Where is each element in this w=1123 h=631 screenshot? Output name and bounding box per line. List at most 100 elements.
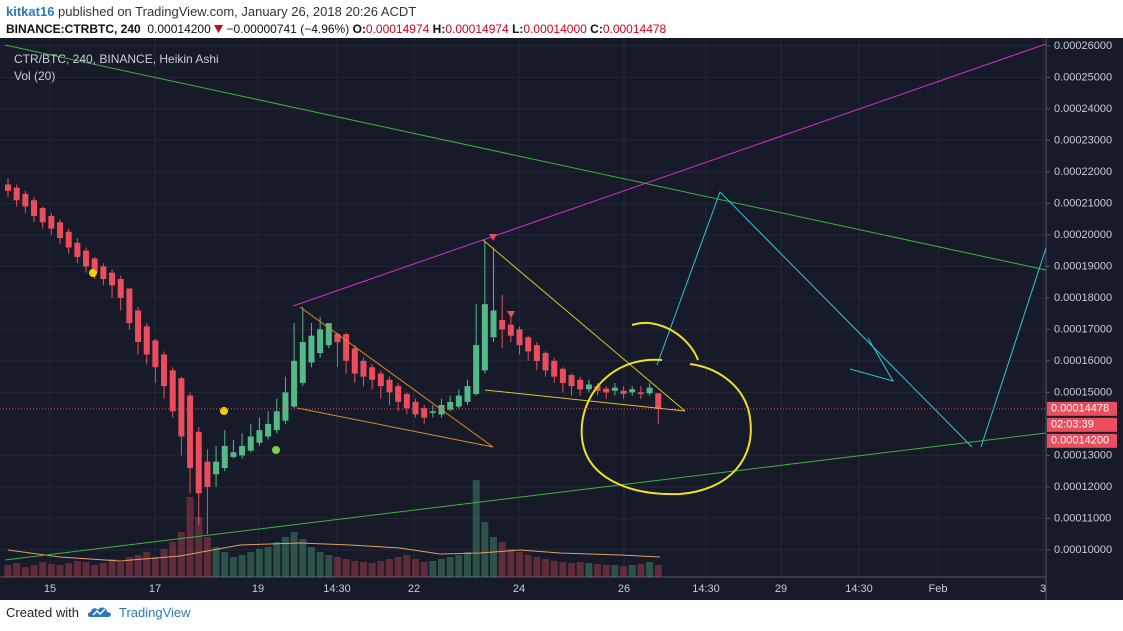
y-tick-label: 0.00019000 bbox=[1054, 260, 1112, 272]
volume-bar bbox=[420, 562, 428, 577]
candle-body bbox=[152, 340, 159, 368]
candle-body bbox=[481, 304, 488, 371]
down-arrow bbox=[214, 25, 224, 33]
x-tick-label: 3 bbox=[1040, 583, 1046, 595]
volume-bar bbox=[533, 557, 541, 577]
candle-body bbox=[221, 445, 228, 469]
projection bbox=[849, 337, 895, 382]
volume-bar bbox=[13, 563, 21, 577]
y-tick-label: 0.00016000 bbox=[1054, 355, 1112, 367]
volume-bar bbox=[637, 564, 645, 577]
candle-body bbox=[611, 387, 618, 391]
candle-body bbox=[213, 461, 220, 475]
volume-bar bbox=[325, 555, 333, 577]
y-tick-label: 0.00012000 bbox=[1054, 481, 1112, 493]
volume-bar bbox=[498, 542, 506, 577]
candle-body bbox=[57, 222, 64, 239]
volume-bar bbox=[594, 564, 602, 577]
volume-bar bbox=[56, 565, 64, 577]
candle-body bbox=[429, 411, 436, 413]
volume-bar bbox=[377, 561, 385, 577]
candle-body bbox=[620, 390, 627, 394]
x-tick-label: 26 bbox=[618, 583, 630, 595]
symbol: BINANCE:CTRBTC, 240 bbox=[6, 22, 141, 36]
x-tick-label: 24 bbox=[513, 583, 525, 595]
volume-bar bbox=[177, 532, 185, 577]
x-tick-label: 15 bbox=[44, 583, 56, 595]
volume-bar bbox=[611, 565, 619, 577]
candle-body bbox=[169, 370, 176, 412]
volume-bar bbox=[203, 537, 211, 577]
candle-body bbox=[646, 387, 653, 394]
triangle-line bbox=[296, 407, 494, 448]
volume-bar bbox=[550, 561, 558, 577]
projection bbox=[980, 247, 1047, 448]
x-tick-label: 29 bbox=[775, 583, 787, 595]
y-tick-label: 0.00025000 bbox=[1054, 71, 1112, 83]
signal-dot bbox=[272, 446, 280, 454]
candle-body bbox=[351, 348, 358, 374]
grid bbox=[0, 38, 1046, 577]
candle-body bbox=[499, 319, 506, 330]
volume-bar bbox=[82, 562, 90, 577]
candle-body bbox=[273, 411, 280, 431]
footer: Created with TradingView bbox=[6, 604, 191, 620]
volume-bar bbox=[4, 565, 12, 577]
volume-bar bbox=[39, 562, 47, 577]
time-axis-bg bbox=[0, 577, 1046, 600]
signal-dot bbox=[89, 269, 97, 277]
volume-bar bbox=[264, 547, 272, 577]
axes: 0.00010000 0.00011000 0.00012000 0.00013000… bbox=[0, 40, 1117, 595]
trend-line bbox=[4, 432, 1047, 561]
candle-body bbox=[100, 266, 107, 279]
volume-bar bbox=[576, 562, 584, 577]
candle-body bbox=[516, 329, 523, 346]
candle-body bbox=[637, 392, 644, 394]
candle-body bbox=[542, 353, 549, 371]
publish-line: kitkat16 published on TradingView.com, J… bbox=[6, 4, 416, 19]
price-label-box bbox=[1047, 417, 1117, 432]
h: 0.00014974 bbox=[445, 22, 509, 36]
volume-bar bbox=[394, 557, 402, 577]
triangle-line bbox=[484, 389, 686, 412]
o-label: O: bbox=[352, 22, 366, 36]
candle-body bbox=[91, 258, 98, 273]
candle-body bbox=[325, 323, 332, 346]
candle-body bbox=[525, 337, 532, 352]
candle-body bbox=[22, 193, 29, 207]
drawings bbox=[4, 43, 1047, 561]
volume-bar bbox=[273, 542, 281, 577]
candle-body bbox=[655, 393, 662, 409]
candle-body bbox=[282, 392, 289, 421]
volume-bar bbox=[429, 561, 437, 577]
c-label: C: bbox=[590, 22, 603, 36]
brand[interactable]: TradingView bbox=[118, 604, 191, 620]
change: −0.00000741 (−4.96%) bbox=[226, 22, 350, 36]
candle-body bbox=[299, 341, 306, 383]
candle-body bbox=[490, 310, 497, 338]
candle-body bbox=[577, 379, 584, 390]
volume-bar bbox=[195, 517, 203, 577]
candle-body bbox=[386, 379, 393, 393]
circle-mark bbox=[631, 322, 699, 361]
candle-body bbox=[603, 388, 610, 393]
volume-bar bbox=[47, 564, 55, 577]
candle-body bbox=[464, 386, 471, 402]
author[interactable]: kitkat16 bbox=[6, 4, 55, 19]
x-tick-label: Feb bbox=[929, 583, 948, 595]
volume-bar bbox=[65, 563, 73, 577]
candle-body bbox=[143, 326, 150, 355]
chart-subtitle: Vol (20) bbox=[14, 69, 55, 83]
volume-bar bbox=[542, 559, 550, 577]
c: 0.00014478 bbox=[602, 22, 667, 36]
candle-body bbox=[412, 401, 419, 415]
y-tick-label: 0.00015000 bbox=[1054, 386, 1112, 398]
volume-bar bbox=[134, 555, 142, 577]
volume-bar bbox=[117, 562, 125, 577]
candle-body bbox=[421, 408, 428, 418]
volume bbox=[4, 480, 662, 577]
candle-body bbox=[135, 310, 142, 342]
candle-body bbox=[568, 375, 575, 387]
trend-line bbox=[292, 43, 1047, 307]
